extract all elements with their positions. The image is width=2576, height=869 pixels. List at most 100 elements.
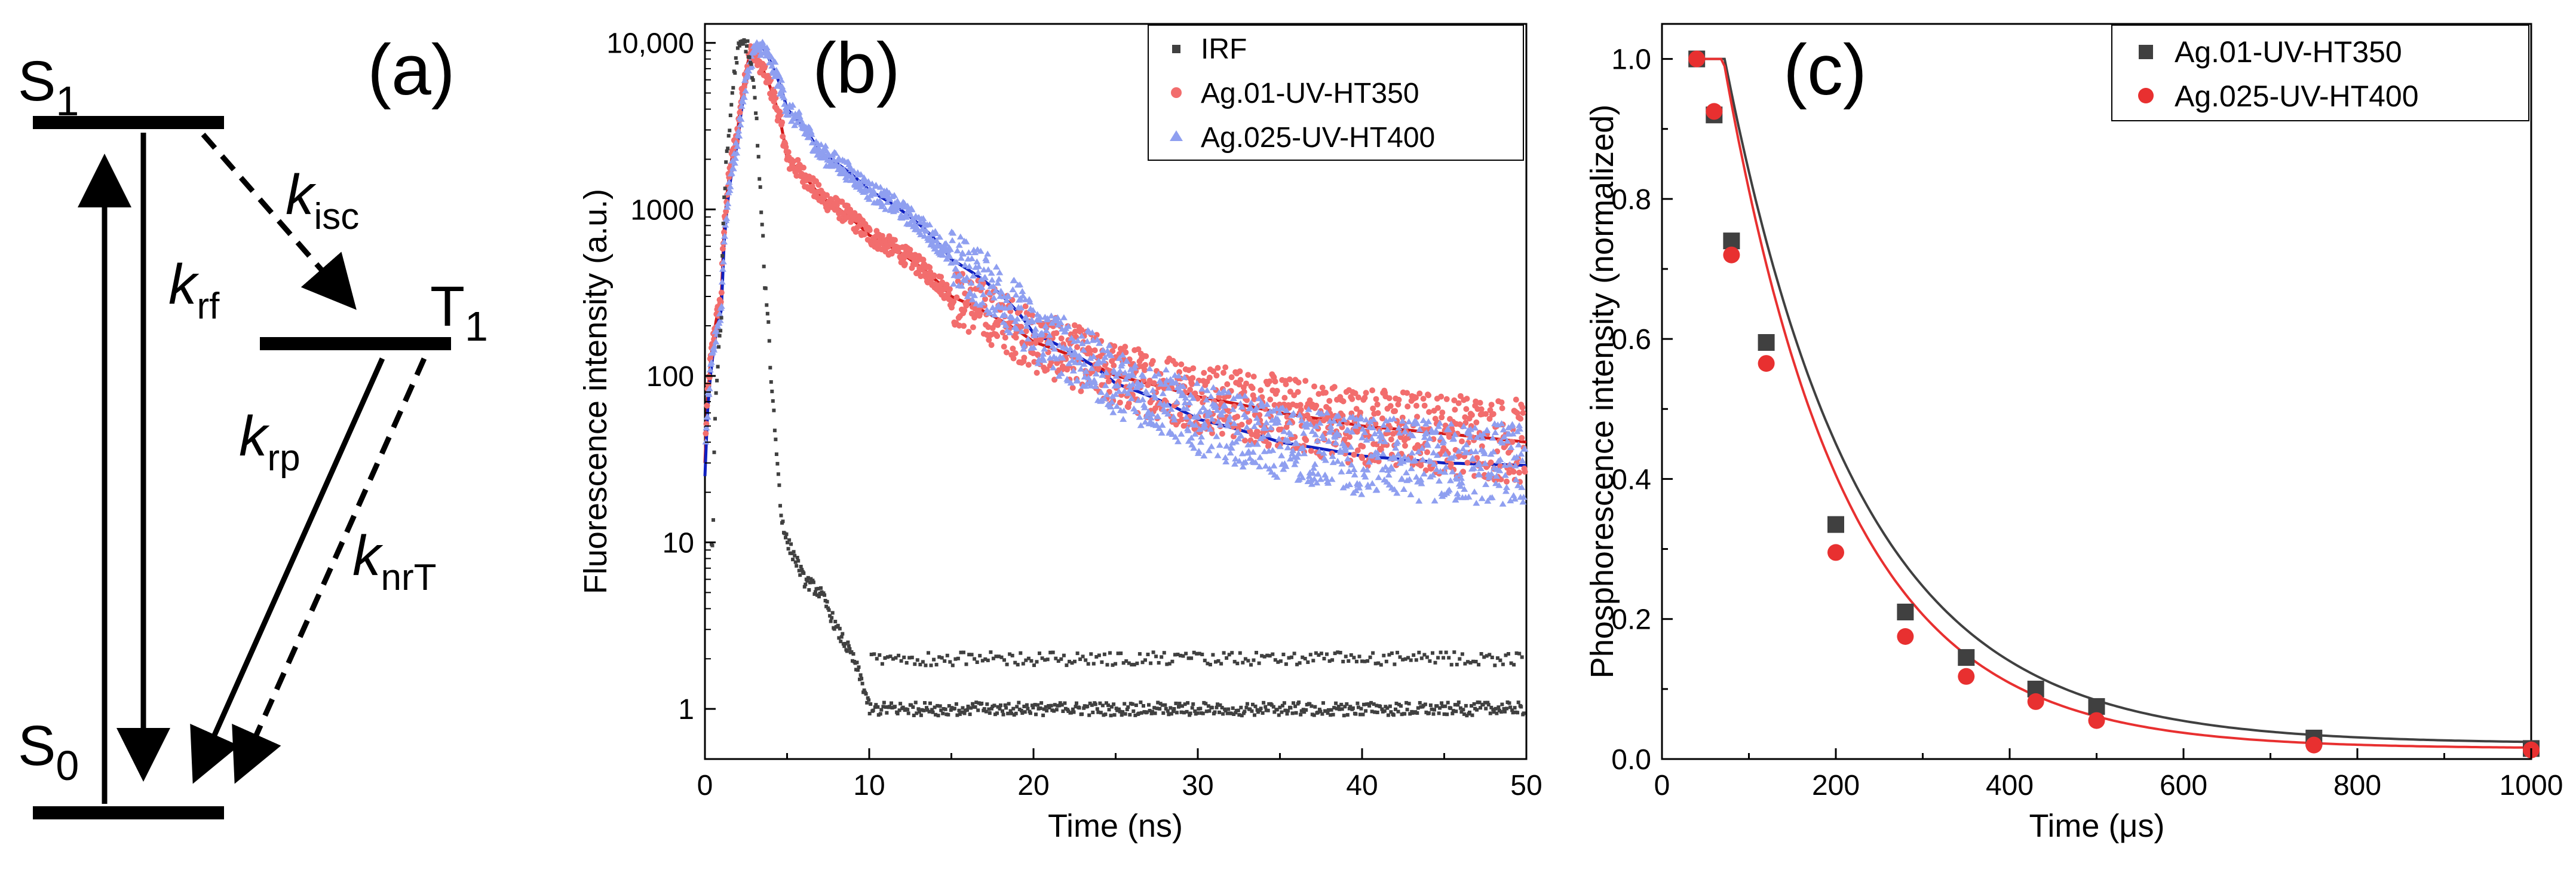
data-point xyxy=(1318,432,1326,439)
data-point xyxy=(1267,424,1275,430)
data-point xyxy=(1052,709,1056,713)
data-point xyxy=(986,289,993,296)
data-point xyxy=(1003,703,1007,707)
data-point xyxy=(817,595,821,599)
data-point xyxy=(1243,380,1249,387)
data-point xyxy=(1454,494,1462,500)
data-point xyxy=(1197,707,1201,711)
data-point xyxy=(1171,709,1175,714)
data-point xyxy=(1295,388,1301,395)
data-point xyxy=(915,711,919,715)
data-point xyxy=(833,202,840,209)
data-point xyxy=(793,560,798,564)
data-point xyxy=(986,658,990,662)
data-point xyxy=(792,550,796,554)
data-point xyxy=(1688,50,1706,68)
data-point xyxy=(1445,486,1453,492)
data-point xyxy=(999,655,1004,659)
data-point xyxy=(718,279,726,285)
data-point xyxy=(1276,660,1280,664)
data-point xyxy=(1271,705,1275,709)
data-point xyxy=(1401,657,1405,662)
data-point xyxy=(1018,328,1026,335)
data-point xyxy=(1379,663,1383,667)
data-point xyxy=(825,599,829,604)
data-point xyxy=(726,146,730,151)
data-point xyxy=(994,654,998,659)
data-point xyxy=(1300,430,1308,436)
data-point xyxy=(1008,652,1012,656)
data-point xyxy=(1299,444,1307,451)
data-point xyxy=(968,255,976,261)
data-point xyxy=(1382,709,1387,713)
data-point xyxy=(1489,434,1496,441)
data-point xyxy=(1323,409,1331,415)
data-point xyxy=(873,705,877,709)
data-point xyxy=(1437,711,1441,715)
legend-marker-ag01 xyxy=(1171,87,1182,98)
data-point xyxy=(1723,232,1740,250)
data-point xyxy=(1472,702,1476,706)
data-point xyxy=(1248,707,1252,711)
data-point xyxy=(1125,708,1129,711)
data-point xyxy=(967,653,971,657)
data-point xyxy=(1502,488,1510,494)
data-point xyxy=(979,299,986,306)
data-point xyxy=(1072,328,1078,335)
y-tick-label-c: 0.8 xyxy=(1611,184,1651,216)
data-point xyxy=(1135,661,1139,665)
data-point xyxy=(1236,381,1243,388)
data-point xyxy=(893,705,897,709)
data-point xyxy=(761,234,765,238)
data-point xyxy=(1484,497,1492,504)
data-point xyxy=(1494,706,1498,711)
data-point xyxy=(1275,435,1283,442)
data-point xyxy=(1029,318,1036,325)
data-point xyxy=(871,708,875,712)
data-point xyxy=(1172,707,1176,711)
data-point xyxy=(739,98,747,105)
data-point xyxy=(867,712,872,715)
data-point xyxy=(918,273,924,280)
data-point xyxy=(1289,447,1297,454)
data-point xyxy=(1028,340,1034,347)
data-point xyxy=(1322,657,1326,660)
data-point xyxy=(1111,362,1117,369)
legend-marker-ag025-c xyxy=(2138,88,2154,103)
data-point xyxy=(946,253,953,259)
data-point xyxy=(1039,350,1047,357)
data-point xyxy=(1023,323,1031,329)
data-point xyxy=(716,310,723,317)
data-point xyxy=(1404,700,1409,705)
data-point xyxy=(801,164,806,171)
data-point xyxy=(1245,372,1252,378)
data-point xyxy=(1504,478,1510,485)
data-point xyxy=(891,192,898,198)
data-point xyxy=(1516,711,1520,715)
data-point xyxy=(1402,442,1408,449)
data-point xyxy=(1010,355,1017,362)
data-point xyxy=(826,606,830,610)
data-point xyxy=(712,338,720,345)
data-point xyxy=(1459,438,1465,445)
data-point xyxy=(1489,705,1494,709)
data-point xyxy=(1465,430,1473,436)
data-point xyxy=(1375,703,1379,708)
data-point xyxy=(1221,402,1229,408)
data-point xyxy=(1105,701,1108,705)
data-point xyxy=(1136,414,1143,420)
data-point xyxy=(1013,660,1017,665)
data-point xyxy=(1327,659,1332,663)
data-point xyxy=(1361,712,1365,717)
data-point xyxy=(1317,476,1324,482)
data-point xyxy=(1284,444,1292,451)
data-point xyxy=(1382,653,1386,657)
data-point xyxy=(1356,705,1360,709)
data-point xyxy=(1045,657,1050,662)
data-point xyxy=(994,333,1001,339)
data-point xyxy=(875,657,879,661)
data-point xyxy=(1187,387,1194,393)
data-point xyxy=(1479,434,1486,441)
x-tick-label-c: 0 xyxy=(1654,770,1670,801)
data-point xyxy=(1010,345,1016,352)
